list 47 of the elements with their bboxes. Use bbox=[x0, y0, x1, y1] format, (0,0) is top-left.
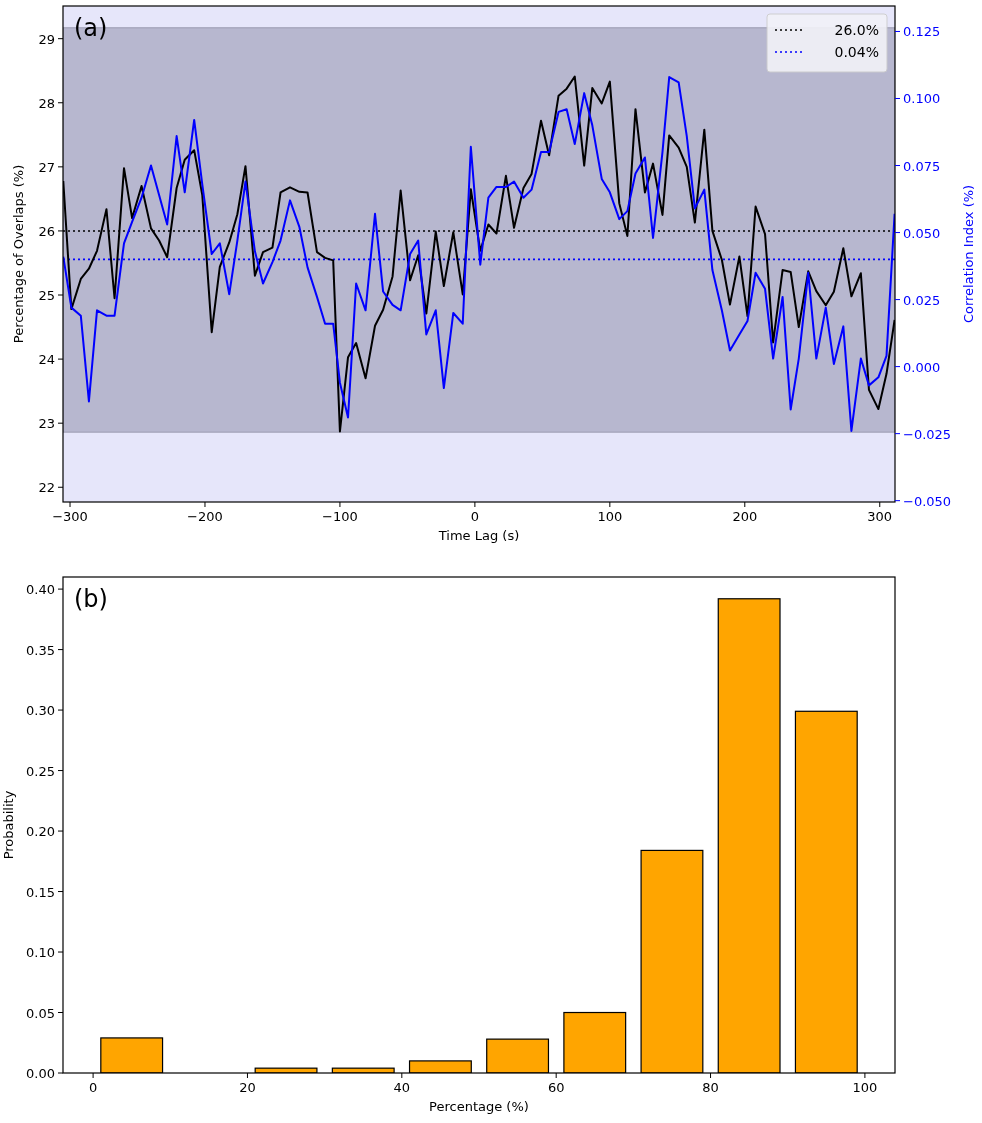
x-tick-label: 200 bbox=[732, 509, 758, 524]
x-tick-label: −100 bbox=[322, 509, 358, 524]
y-tick-label: 22 bbox=[38, 480, 55, 496]
x-tick-label: 100 bbox=[597, 509, 623, 524]
x-tick-label: 40 bbox=[393, 1080, 411, 1095]
legend-label: 26.0% bbox=[834, 22, 879, 38]
y-tick-label: 24 bbox=[38, 352, 55, 368]
y-tick-label: 25 bbox=[38, 288, 55, 304]
x-tick-label: −300 bbox=[52, 509, 88, 524]
y-tick-label: 0.25 bbox=[26, 763, 55, 779]
legend-label: 0.04% bbox=[834, 44, 879, 60]
y2-tick-label: 0.125 bbox=[903, 24, 941, 40]
y-tick-label: 0.10 bbox=[26, 945, 55, 961]
y-axis-title: Percentage of Overlaps (%) bbox=[11, 164, 26, 344]
x-axis-title: Percentage (%) bbox=[429, 1099, 529, 1114]
y-tick-label: 0.05 bbox=[26, 1005, 55, 1021]
y2-tick-label: 0.050 bbox=[903, 225, 941, 241]
x-tick-label: 100 bbox=[852, 1080, 878, 1095]
annotation: (b) bbox=[74, 585, 108, 613]
y2-tick-label: −0.025 bbox=[903, 426, 952, 442]
x-tick-label: 80 bbox=[702, 1080, 719, 1095]
x-tick-label: 0 bbox=[470, 509, 480, 524]
y-tick-label: 26 bbox=[38, 223, 55, 239]
y-tick-label: 0.20 bbox=[26, 824, 55, 840]
x-tick-label: 20 bbox=[239, 1080, 256, 1095]
y-tick-label: 0.00 bbox=[26, 1066, 55, 1081]
x-axis-title: Time Lag (s) bbox=[437, 528, 520, 543]
x-tick-label: 60 bbox=[547, 1080, 565, 1095]
y2-tick-label: 0.100 bbox=[903, 91, 941, 107]
x-tick-label: −200 bbox=[187, 509, 223, 524]
y-tick-label: 0.35 bbox=[26, 642, 55, 658]
y-tick-label: 27 bbox=[38, 159, 55, 175]
y-tick-label: 23 bbox=[38, 416, 55, 432]
y-tick-label: 0.15 bbox=[26, 884, 55, 900]
x-tick-label: 300 bbox=[867, 509, 893, 524]
y2-tick-label: −0.050 bbox=[903, 493, 952, 509]
annotation: (a) bbox=[74, 14, 108, 42]
y-tick-label: 28 bbox=[38, 95, 55, 111]
y2-axis-title: Correlation Index (%) bbox=[961, 184, 976, 324]
y-tick-label: 29 bbox=[38, 31, 55, 47]
y-tick-label: 0.40 bbox=[26, 582, 55, 598]
y2-tick-label: 0.000 bbox=[903, 359, 941, 375]
y-tick-label: 0.30 bbox=[26, 703, 55, 719]
y-axis-title: Probability bbox=[1, 790, 16, 860]
y2-tick-label: 0.075 bbox=[903, 158, 941, 174]
x-tick-label: 0 bbox=[88, 1080, 98, 1095]
y2-tick-label: 0.025 bbox=[903, 292, 941, 308]
